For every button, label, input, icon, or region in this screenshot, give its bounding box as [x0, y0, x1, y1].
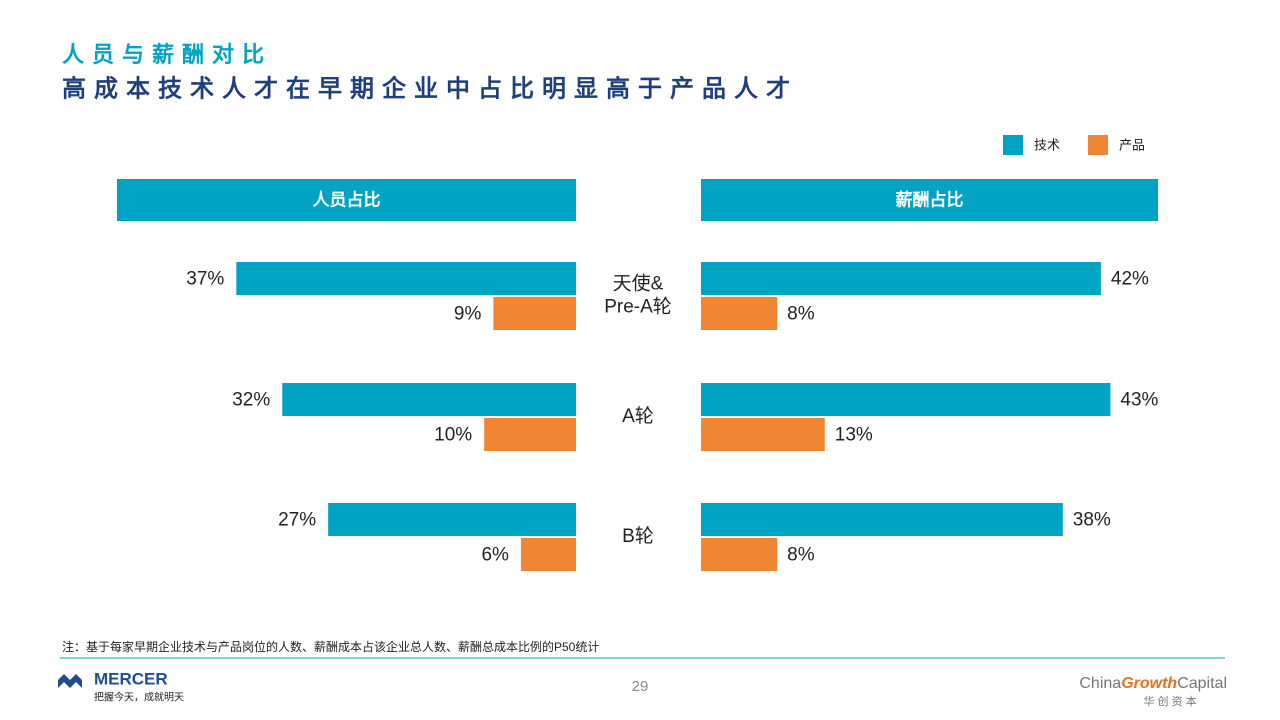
brand-part: China — [1079, 675, 1121, 692]
brand-cn: 华 创 资 本 — [1143, 694, 1196, 708]
bar — [701, 262, 1101, 295]
mercer-name: MERCER — [94, 669, 168, 688]
bar — [484, 418, 576, 451]
legend-label: 技术 — [1034, 137, 1060, 152]
value-label: 6% — [481, 545, 509, 566]
value-label: 32% — [232, 390, 270, 411]
bar — [282, 383, 576, 416]
legend-swatch — [1088, 135, 1108, 155]
title: 人员与薪酬对比 — [62, 42, 272, 68]
legend-label: 产品 — [1119, 137, 1145, 152]
value-label: 8% — [787, 545, 815, 566]
bar — [701, 418, 825, 451]
brand: ChinaGrowthCapital — [1079, 675, 1227, 692]
panel-title: 薪酬占比 — [896, 189, 964, 209]
bar — [701, 297, 778, 330]
panel-header — [117, 179, 576, 221]
bar — [701, 538, 778, 571]
charts: 人员占比 37% 32% 27% 9% 10% 6% 天使& Pre-A轮 A轮 B轮 薪酬占比 42%… — [117, 179, 1159, 571]
mercer-icon — [58, 674, 82, 688]
panel-title: 人员占比 — [313, 189, 381, 209]
panel-header — [701, 179, 1158, 221]
value-label: 27% — [278, 510, 316, 531]
value-label: 43% — [1120, 390, 1158, 411]
subtitle: 高成本技术人才在早期企业中占比明显高于产品人才 — [62, 74, 798, 103]
value-label: 9% — [454, 304, 482, 325]
value-label: 8% — [787, 304, 815, 325]
bar — [520, 538, 576, 571]
mercer-slogan: 把握今天，成就明天 — [94, 691, 184, 704]
footnote: 注：基于每家早期企业技术与产品岗位的人数、薪酬成本占该企业总人数、薪酬总成本比例… — [62, 639, 599, 654]
value-label: 37% — [186, 269, 224, 290]
category-label: A轮 — [622, 405, 654, 427]
brand-part: Capital — [1177, 675, 1227, 692]
value-label: 10% — [434, 425, 472, 446]
bar — [328, 503, 576, 536]
category-label: 天使& Pre-A轮 — [604, 273, 672, 318]
bar — [236, 262, 576, 295]
value-label: 38% — [1073, 510, 1111, 531]
bar — [701, 383, 1111, 416]
mercer-logo: MERCER 把握今天，成就明天 — [58, 669, 184, 704]
value-label: 13% — [835, 425, 873, 446]
legend-swatch — [1003, 135, 1023, 155]
value-label: 42% — [1111, 269, 1149, 290]
brand-part: Growth — [1121, 675, 1177, 692]
bar — [701, 503, 1063, 536]
legend: 技术 产品 — [1003, 135, 1145, 155]
bar — [493, 297, 576, 330]
category-label: B轮 — [622, 525, 654, 547]
page-number: 29 — [632, 678, 649, 695]
